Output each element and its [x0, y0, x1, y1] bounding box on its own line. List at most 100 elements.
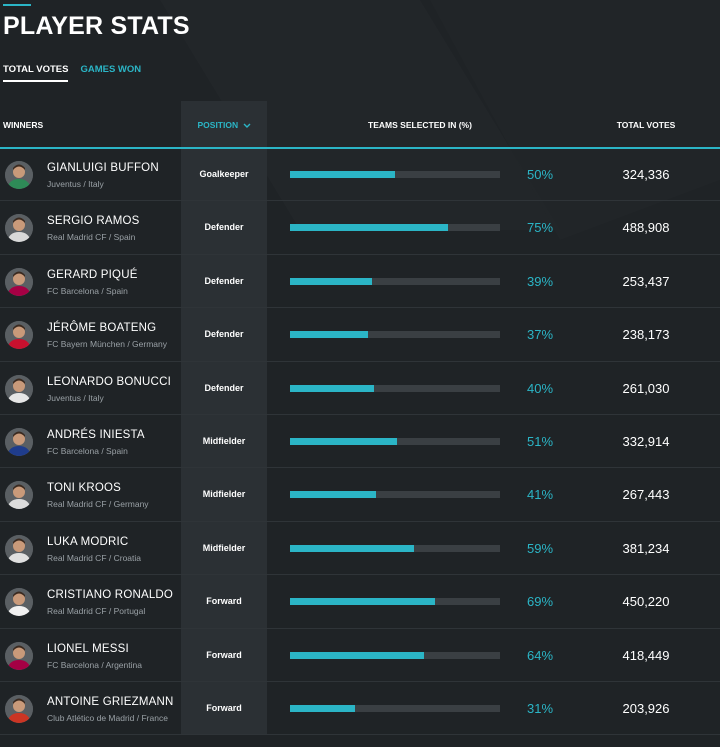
chevron-down-icon [241, 120, 251, 130]
total-votes-value: 332,914 [622, 433, 670, 449]
player-club: Club Atlético de Madrid / France [47, 712, 168, 723]
player-name: JÉRÔME BOATENG [47, 322, 157, 335]
person-icon [5, 694, 33, 723]
person-icon [5, 321, 33, 350]
table-header: WINNERS POSITION TEAMS SELECTED IN (%) T… [0, 101, 720, 149]
teams-selected-percent: 39% [526, 273, 554, 289]
header-position-sort[interactable]: POSITION [181, 120, 267, 130]
teams-selected-percent: 37% [526, 327, 554, 343]
player-name: CRISTIANO RONALDO [47, 589, 174, 602]
teams-selected-bar [290, 544, 500, 552]
table-row[interactable]: CRISTIANO RONALDO Real Madrid CF / Portug… [0, 575, 720, 629]
table-row[interactable]: TONI KROOS Real Madrid CF / Germany Midfie… [0, 468, 720, 522]
total-votes-value: 253,437 [622, 273, 670, 289]
teams-selected-bar [290, 491, 500, 499]
total-votes-value: 267,443 [622, 487, 670, 503]
table-row[interactable]: ANTOINE GRIEZMANN Club Atlético de Madrid… [0, 682, 720, 736]
player-name: GERARD PIQUÉ [47, 268, 138, 281]
player-position: Defender [204, 275, 244, 286]
teams-selected-bar [290, 224, 500, 232]
player-club: FC Barcelona / Spain [47, 285, 128, 296]
person-icon [5, 161, 33, 189]
teams-selected-bar-fill [290, 491, 377, 499]
person-icon [5, 534, 33, 563]
person-icon [5, 374, 33, 403]
player-name: TONI KROOS [47, 482, 121, 495]
player-club: Real Madrid CF / Spain [47, 232, 136, 243]
player-avatar [5, 161, 33, 189]
teams-selected-percent: 31% [526, 700, 554, 716]
teams-selected-bar-fill [290, 704, 356, 712]
player-name: LEONARDO BONUCCI [47, 375, 171, 388]
teams-selected-percent: 75% [526, 220, 554, 236]
table-row[interactable]: LUKA MODRIC Real Madrid CF / Croatia Midfi… [0, 522, 720, 576]
player-avatar [5, 374, 33, 403]
table-row[interactable]: ANDRÉS INIESTA FC Barcelona / Spain Midfie… [0, 415, 720, 469]
player-name: GIANLUIGI BUFFON [47, 162, 159, 174]
teams-selected-percent: 59% [526, 540, 554, 556]
teams-selected-percent: 41% [526, 487, 554, 503]
header-total-votes: TOTAL VOTES [616, 120, 676, 130]
player-club: Real Madrid CF / Croatia [47, 552, 142, 563]
teams-selected-bar-fill [290, 651, 425, 659]
person-icon [5, 641, 33, 670]
player-name: ANDRÉS INIESTA [47, 428, 145, 441]
person-icon [5, 588, 33, 617]
teams-selected-bar [290, 384, 500, 392]
teams-selected-bar [290, 651, 500, 659]
header-position-label: POSITION [197, 120, 239, 130]
total-votes-value: 418,449 [622, 647, 670, 663]
teams-selected-percent: 40% [526, 380, 554, 396]
teams-selected-percent: 69% [526, 594, 554, 610]
player-club: Real Madrid CF / Germany [47, 499, 149, 510]
teams-selected-bar-fill [290, 598, 435, 606]
player-position: Defender [204, 222, 244, 233]
teams-selected-bar-fill [290, 437, 398, 445]
person-icon [5, 481, 33, 510]
person-icon [5, 427, 33, 456]
player-avatar [5, 588, 33, 617]
player-avatar [5, 321, 33, 350]
table-row[interactable]: GERARD PIQUÉ FC Barcelona / Spain Defender… [0, 255, 720, 309]
person-icon [5, 214, 33, 243]
teams-selected-percent: 50% [526, 167, 554, 182]
total-votes-value: 488,908 [622, 220, 670, 236]
teams-selected-bar [290, 598, 500, 606]
teams-selected-bar-fill [290, 544, 414, 552]
player-name: LIONEL MESSI [47, 642, 129, 655]
player-club: FC Barcelona / Argentina [47, 659, 142, 670]
person-icon [5, 267, 33, 296]
teams-selected-bar-fill [290, 277, 372, 285]
teams-selected-bar-fill [290, 224, 448, 232]
player-avatar [5, 427, 33, 456]
player-club: Juventus / Italy [47, 179, 104, 189]
player-avatar [5, 534, 33, 563]
table-row[interactable]: LEONARDO BONUCCI Juventus / Italy Defender… [0, 362, 720, 415]
player-position: Forward [206, 649, 242, 660]
table-row[interactable]: GIANLUIGI BUFFON Juventus / Italy Goalkeep… [0, 148, 720, 202]
table-row[interactable]: LIONEL MESSI FC Barcelona / Argentina Forw… [0, 629, 720, 682]
player-position: Defender [204, 382, 244, 393]
teams-selected-bar-fill [290, 171, 395, 178]
page-title: PLAYER STATS [3, 12, 190, 40]
player-name: LUKA MODRIC [47, 535, 129, 548]
player-position: Midfielder [202, 435, 246, 446]
teams-selected-bar [290, 437, 500, 445]
player-avatar [5, 267, 33, 296]
player-position: Goalkeeper [199, 169, 249, 179]
teams-selected-bar [290, 277, 500, 285]
tab-total-votes[interactable]: TOTAL VOTES [3, 64, 69, 82]
player-position: Forward [206, 596, 242, 607]
teams-selected-percent: 64% [526, 647, 554, 663]
total-votes-value: 381,234 [622, 540, 670, 556]
table-row[interactable]: SERGIO RAMOS Real Madrid CF / Spain Defend… [0, 201, 720, 255]
player-club: Real Madrid CF / Portugal [47, 606, 146, 617]
teams-selected-bar-fill [290, 331, 368, 339]
player-name: SERGIO RAMOS [47, 215, 140, 228]
teams-selected-bar [290, 704, 500, 712]
header-teams-selected: TEAMS SELECTED IN (%) [368, 120, 472, 130]
table-row[interactable]: JÉRÔME BOATENG FC Bayern München / German… [0, 308, 720, 362]
total-votes-value: 238,173 [622, 327, 670, 343]
tab-games-won[interactable]: GAMES WON [80, 64, 142, 75]
player-avatar [5, 694, 33, 723]
